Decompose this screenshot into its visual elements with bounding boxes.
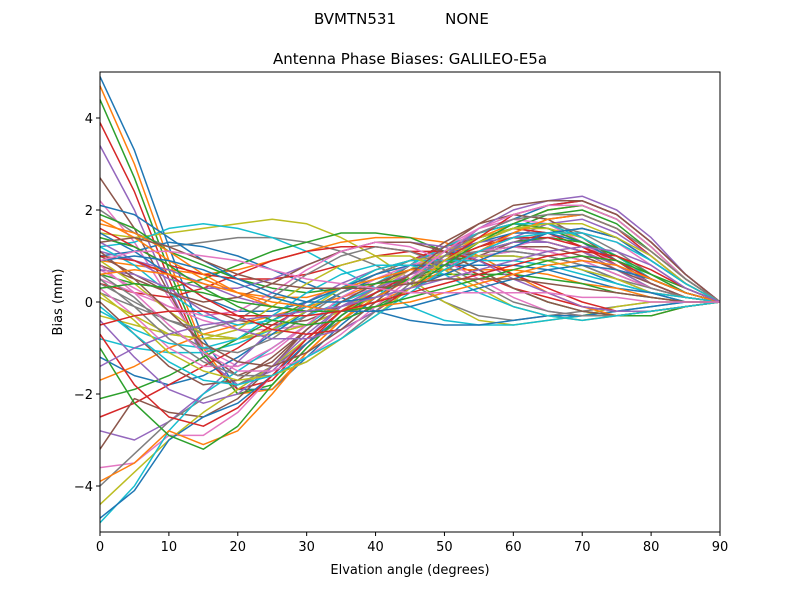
y-tick-label: 4 xyxy=(85,112,93,127)
x-tick-label: 10 xyxy=(161,540,178,555)
suptitle-station: BVMTN531 xyxy=(314,10,396,28)
series-line-s67 xyxy=(99,250,720,303)
series-line-s57 xyxy=(99,204,721,372)
series-line-s63 xyxy=(99,255,721,312)
x-axis-label: Elvation angle (degrees) xyxy=(330,563,489,578)
x-tick-label: 0 xyxy=(96,540,104,555)
x-tick-label: 90 xyxy=(712,540,729,555)
series-line-s66 xyxy=(99,236,720,303)
series-line-s56 xyxy=(99,200,721,368)
x-tick-label: 20 xyxy=(230,540,247,555)
x-tick-label: 30 xyxy=(298,540,315,555)
suptitle-antenna: NONE xyxy=(445,10,489,28)
x-tick-label: 60 xyxy=(505,540,522,555)
series-layer xyxy=(99,76,721,524)
chart-title: Antenna Phase Biases: GALILEO-E5a xyxy=(273,50,547,68)
y-tick-label: 0 xyxy=(85,296,93,311)
x-tick-label: 40 xyxy=(367,540,384,555)
y-axis-label: Bias (mm) xyxy=(51,269,66,336)
y-axis: −4 −2 0 2 4 xyxy=(74,112,100,495)
x-axis: 0 10 20 30 40 50 60 70 80 90 xyxy=(96,532,728,555)
series-line-s42 xyxy=(99,218,720,303)
series-line-s65 xyxy=(99,246,721,368)
series-line-s61 xyxy=(99,255,721,312)
x-tick-label: 50 xyxy=(436,540,453,555)
series-line-s62 xyxy=(99,259,721,312)
y-tick-label: −2 xyxy=(74,388,93,403)
x-tick-label: 70 xyxy=(574,540,591,555)
y-tick-label: 2 xyxy=(85,204,93,219)
series-line-s50 xyxy=(99,264,721,349)
x-tick-label: 80 xyxy=(643,540,660,555)
y-tick-label: −4 xyxy=(74,480,93,495)
